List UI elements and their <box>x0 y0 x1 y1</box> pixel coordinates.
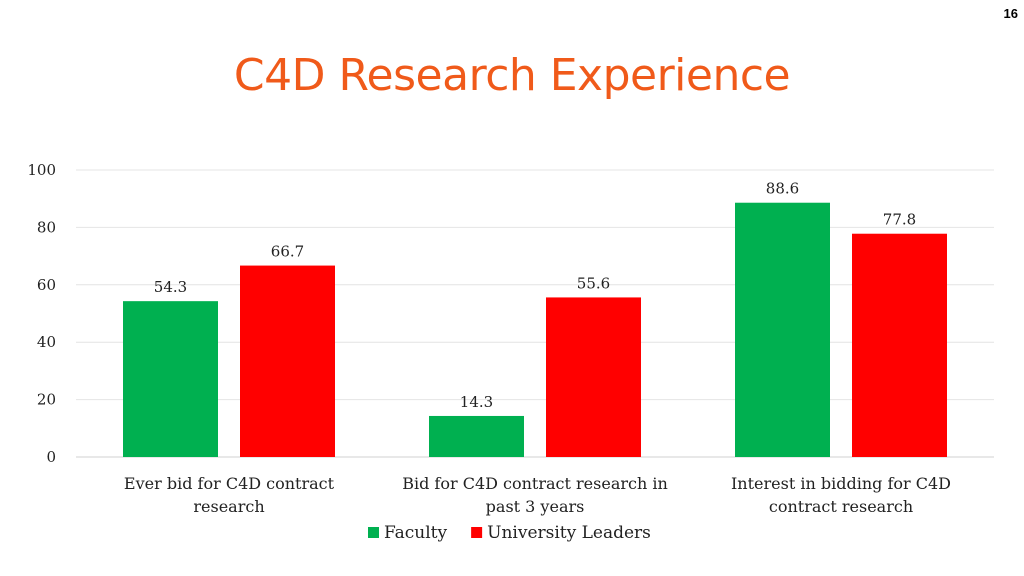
data-label: 14.3 <box>460 393 493 411</box>
y-axis-ticks: 0 20 40 60 80 100 <box>27 161 56 466</box>
gridlines <box>76 169 994 458</box>
bar <box>546 297 641 457</box>
category-label: research <box>193 497 264 516</box>
bar <box>735 202 830 457</box>
y-tick-label: 60 <box>37 276 56 294</box>
bar <box>123 301 218 457</box>
legend-swatch <box>471 527 483 538</box>
y-tick-label: 40 <box>37 333 56 351</box>
data-label: 88.6 <box>766 180 799 198</box>
data-label: 54.3 <box>154 278 187 296</box>
category-label: Bid for C4D contract research in <box>402 474 668 493</box>
bars <box>123 202 947 457</box>
data-labels: 54.3 66.7 14.3 55.6 88.6 77.8 <box>154 180 916 411</box>
bar <box>852 233 947 457</box>
data-label: 77.8 <box>883 211 916 229</box>
chart-title: C4D Research Experience <box>233 50 791 101</box>
legend: Faculty University Leaders <box>368 523 651 543</box>
category-labels: Ever bid for C4D contract research Bid for… <box>124 474 951 516</box>
category-label: Interest in bidding for C4D <box>731 474 951 493</box>
bar <box>240 265 335 457</box>
legend-swatch <box>368 527 379 538</box>
category-label: Ever bid for C4D contract <box>124 474 335 493</box>
legend-label: University Leaders <box>487 523 651 543</box>
data-label: 66.7 <box>271 243 304 261</box>
y-tick-label: 20 <box>37 391 56 409</box>
category-label: past 3 years <box>486 497 585 516</box>
y-tick-label: 80 <box>37 218 56 236</box>
page-number: 16 <box>1003 6 1018 21</box>
legend-label: Faculty <box>384 523 448 543</box>
y-tick-label: 100 <box>27 161 56 179</box>
data-label: 55.6 <box>577 274 610 292</box>
category-label: contract research <box>769 497 913 516</box>
bar <box>429 415 524 457</box>
y-tick-label: 0 <box>46 448 56 466</box>
